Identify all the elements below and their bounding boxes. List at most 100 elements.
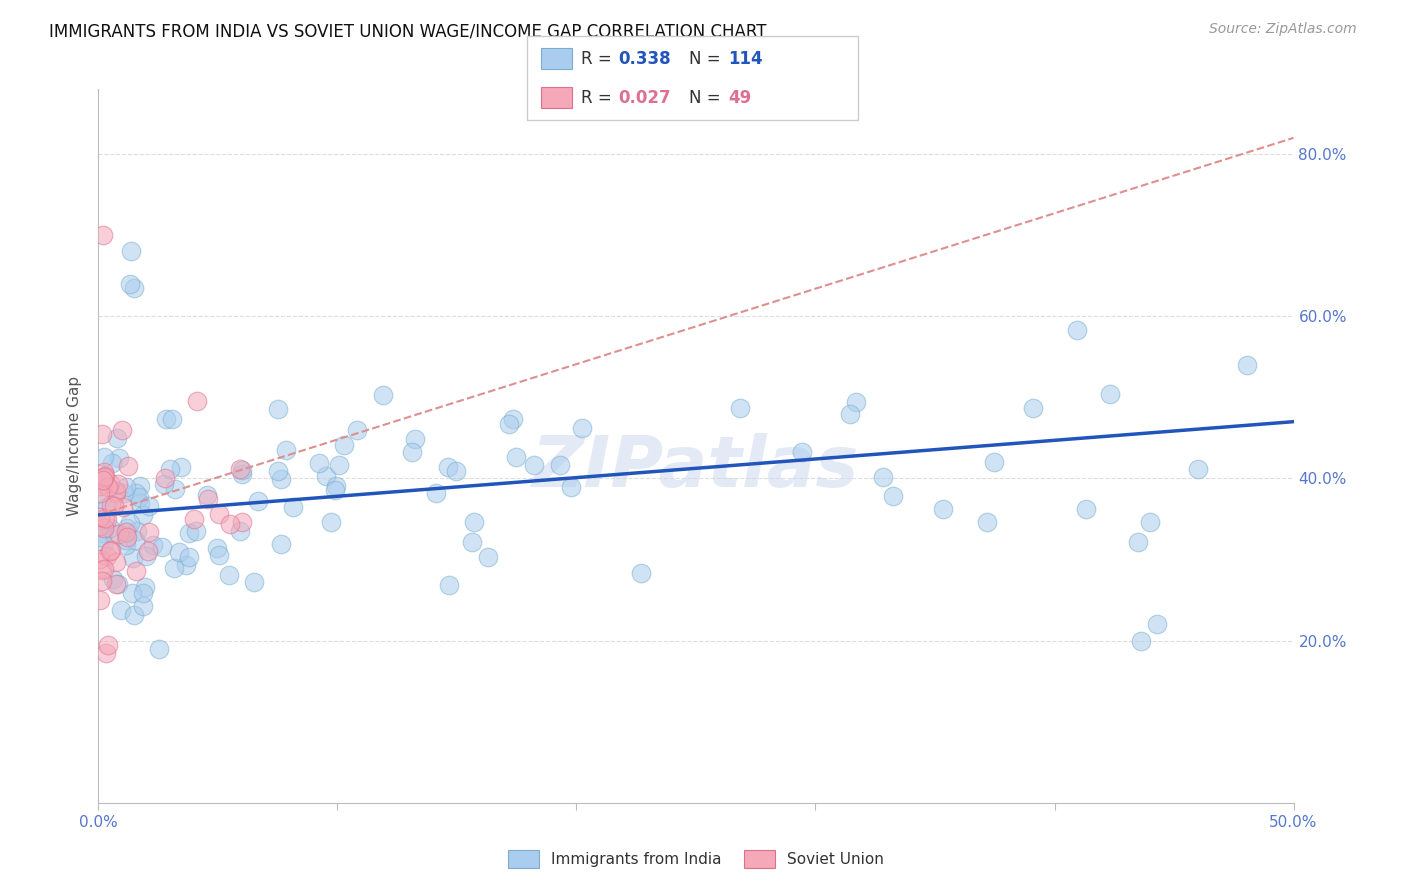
Point bbox=[162, 412, 184, 426]
Point bbox=[983, 455, 1005, 469]
Point bbox=[523, 458, 546, 472]
Point bbox=[159, 462, 181, 476]
Point bbox=[105, 431, 128, 445]
Point bbox=[276, 442, 298, 457]
Point bbox=[103, 499, 125, 513]
Text: 49: 49 bbox=[728, 88, 752, 106]
Point bbox=[90, 471, 112, 485]
Point bbox=[328, 458, 350, 473]
Point bbox=[186, 393, 208, 408]
Point bbox=[208, 507, 231, 521]
Point bbox=[93, 466, 115, 480]
Point bbox=[108, 526, 131, 541]
Point bbox=[90, 530, 112, 544]
Text: R =: R = bbox=[581, 88, 617, 106]
Point bbox=[231, 467, 253, 481]
Point bbox=[89, 510, 111, 524]
Point bbox=[401, 445, 423, 459]
Point bbox=[1126, 535, 1149, 549]
Point bbox=[270, 537, 292, 551]
Point bbox=[1146, 617, 1168, 632]
Point bbox=[105, 483, 128, 498]
Point bbox=[111, 500, 134, 514]
Point bbox=[115, 480, 138, 494]
Point bbox=[882, 489, 904, 503]
Point bbox=[1066, 323, 1088, 337]
Point bbox=[93, 521, 115, 535]
Point bbox=[325, 479, 347, 493]
Point bbox=[128, 496, 150, 510]
Point bbox=[111, 423, 134, 437]
Point bbox=[93, 562, 115, 576]
Point bbox=[131, 508, 153, 523]
Point bbox=[498, 417, 520, 432]
Point bbox=[91, 525, 114, 540]
Point bbox=[183, 511, 205, 525]
Point bbox=[138, 500, 160, 514]
Point bbox=[97, 638, 120, 652]
Point bbox=[152, 541, 174, 555]
Text: ZIPatlas: ZIPatlas bbox=[533, 433, 859, 502]
Point bbox=[89, 593, 111, 607]
Text: N =: N = bbox=[689, 88, 725, 106]
Point bbox=[114, 533, 136, 548]
Point bbox=[138, 543, 160, 558]
Point bbox=[229, 524, 252, 538]
Point bbox=[270, 472, 292, 486]
Point bbox=[444, 464, 467, 478]
Point bbox=[177, 525, 200, 540]
Text: 0.338: 0.338 bbox=[619, 50, 671, 68]
Point bbox=[323, 483, 346, 498]
Point bbox=[283, 500, 305, 514]
Point bbox=[107, 450, 129, 465]
Point bbox=[477, 549, 499, 564]
Point bbox=[218, 516, 240, 531]
Point bbox=[122, 550, 145, 565]
Point bbox=[98, 544, 121, 558]
Point bbox=[120, 244, 142, 259]
Point bbox=[98, 476, 121, 491]
Point bbox=[96, 512, 118, 526]
Point bbox=[463, 516, 485, 530]
Point bbox=[107, 477, 129, 491]
Point bbox=[128, 490, 150, 504]
Point bbox=[107, 577, 129, 591]
Point bbox=[231, 515, 253, 529]
Point bbox=[437, 460, 460, 475]
Point bbox=[138, 524, 160, 539]
Text: 114: 114 bbox=[728, 50, 763, 68]
Point bbox=[461, 535, 484, 549]
Point bbox=[91, 491, 114, 506]
Point bbox=[93, 470, 115, 484]
Point bbox=[179, 549, 201, 564]
Point bbox=[127, 524, 149, 538]
Point bbox=[437, 578, 460, 592]
Point bbox=[153, 477, 176, 491]
Point bbox=[104, 485, 127, 500]
Point bbox=[94, 646, 117, 660]
Point bbox=[1074, 501, 1097, 516]
Point bbox=[195, 488, 218, 502]
Point bbox=[125, 486, 148, 500]
Point bbox=[103, 527, 125, 541]
Point bbox=[932, 502, 955, 516]
Point bbox=[101, 456, 124, 470]
Point bbox=[115, 538, 138, 552]
Point bbox=[153, 471, 176, 485]
Point bbox=[346, 424, 368, 438]
Point bbox=[505, 450, 527, 465]
Point bbox=[89, 519, 111, 533]
Point bbox=[1236, 359, 1258, 373]
Point bbox=[266, 401, 288, 416]
Point bbox=[548, 458, 571, 472]
Point bbox=[218, 567, 240, 582]
Point bbox=[93, 450, 115, 464]
Point bbox=[91, 228, 114, 243]
Point bbox=[131, 599, 153, 613]
Point bbox=[120, 516, 142, 530]
Point bbox=[105, 555, 128, 569]
Point bbox=[105, 577, 128, 591]
Point bbox=[124, 281, 146, 295]
Point bbox=[247, 494, 270, 508]
Point bbox=[124, 607, 146, 622]
